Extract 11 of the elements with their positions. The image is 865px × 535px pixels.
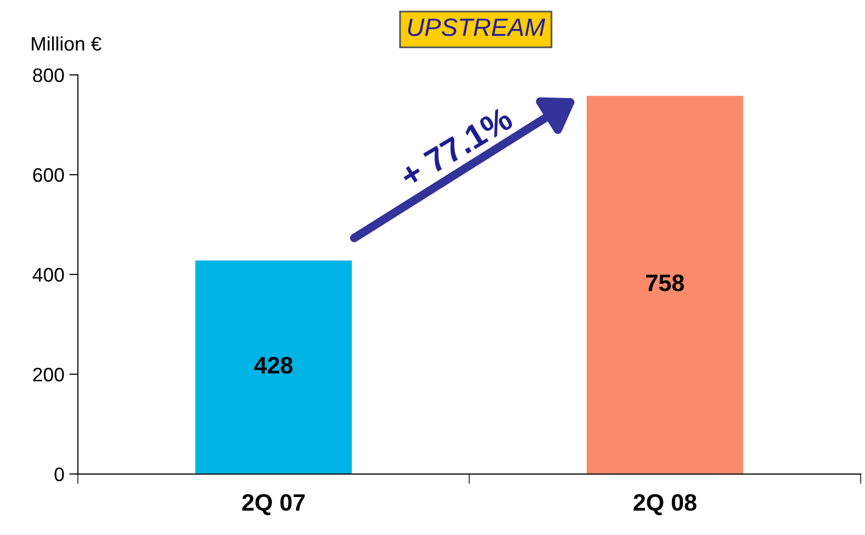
y-tick-label: 200 [33,368,64,382]
data-label: 428 [254,356,293,374]
x-tick-label: 2Q 07 [242,494,305,516]
data-label: 758 [646,274,684,292]
y-tick-label: 400 [32,268,64,282]
y-tick-label: 800 [33,68,64,82]
y-tick-label: 600 [33,168,64,182]
chart-title: UPSTREAM [408,18,546,36]
y-tick-label: 0 [54,467,64,482]
x-tick-label: 2Q 08 [634,494,696,516]
y-axis-title: Million € [32,36,102,51]
